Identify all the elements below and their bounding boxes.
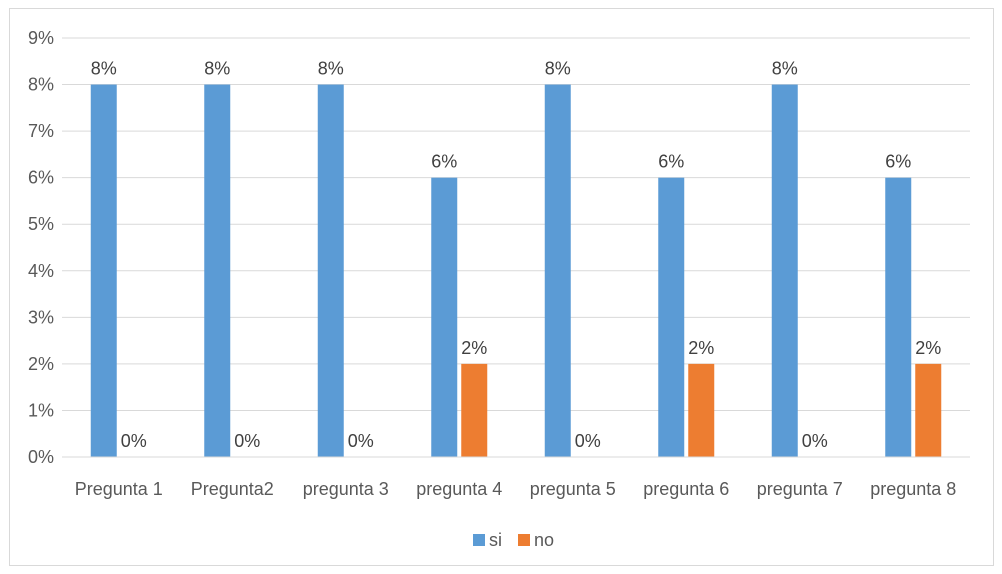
y-axis: 0% 1% 2% 3% 4% 5% 6% 7% 8% 9% <box>28 28 54 467</box>
data-label-si: 8% <box>318 59 344 79</box>
data-labels: 8% 0% 8% 0% 8% 0% 6% 2% 8% 0% 6% 2% 8% 0% 6% 2% <box>91 59 942 451</box>
y-tick-label: 5% <box>28 214 54 234</box>
y-tick-label: 6% <box>28 168 54 188</box>
bar-si <box>431 177 458 457</box>
y-tick-label: 3% <box>28 307 54 327</box>
bar-si <box>658 177 685 457</box>
x-tick-label: Pregunta2 <box>191 479 274 499</box>
data-label-si: 8% <box>204 59 230 79</box>
bar-no <box>461 363 488 457</box>
data-label-si: 6% <box>658 152 684 172</box>
gridlines <box>62 37 970 458</box>
data-label-no: 2% <box>461 338 487 358</box>
legend-label-si: si <box>489 530 502 550</box>
data-label-si: 8% <box>772 59 798 79</box>
data-label-no: 0% <box>802 431 828 451</box>
bar-si <box>885 177 912 457</box>
data-label-si: 8% <box>545 59 571 79</box>
bar-si <box>317 84 344 458</box>
y-tick-label: 9% <box>28 28 54 48</box>
data-label-si: 8% <box>91 59 117 79</box>
legend-swatch-no <box>518 534 530 546</box>
chart-frame <box>9 8 994 566</box>
y-tick-label: 1% <box>28 400 54 420</box>
y-tick-label: 2% <box>28 354 54 374</box>
x-tick-label: pregunta 7 <box>757 479 843 499</box>
data-label-no: 0% <box>575 431 601 451</box>
data-label-no: 0% <box>348 431 374 451</box>
y-tick-label: 8% <box>28 75 54 95</box>
bar-no <box>688 363 715 457</box>
bar-no <box>915 363 942 457</box>
data-label-si: 6% <box>885 152 911 172</box>
data-label-no: 2% <box>688 338 714 358</box>
x-axis: Pregunta 1 Pregunta2 pregunta 3 pregunta 4 p… <box>62 456 970 499</box>
legend-swatch-si <box>473 534 485 546</box>
bar-si <box>204 84 231 458</box>
data-label-no: 0% <box>234 431 260 451</box>
x-tick-label: pregunta 8 <box>870 479 956 499</box>
y-tick-label: 0% <box>28 447 54 467</box>
bar-si <box>771 84 798 458</box>
data-label-no: 2% <box>915 338 941 358</box>
x-tick-label: Pregunta 1 <box>75 479 163 499</box>
y-tick-label: 4% <box>28 261 54 281</box>
data-label-si: 6% <box>431 152 457 172</box>
x-tick-label: pregunta 6 <box>643 479 729 499</box>
bar-si <box>90 84 117 458</box>
x-tick-label: pregunta 5 <box>530 479 616 499</box>
bars <box>90 84 942 458</box>
legend: si no <box>473 530 554 550</box>
legend-label-no: no <box>534 530 554 550</box>
x-tick-label: pregunta 4 <box>416 479 502 499</box>
bar-si <box>544 84 571 458</box>
x-tick-label: pregunta 3 <box>303 479 389 499</box>
y-tick-label: 7% <box>28 121 54 141</box>
data-label-no: 0% <box>121 431 147 451</box>
